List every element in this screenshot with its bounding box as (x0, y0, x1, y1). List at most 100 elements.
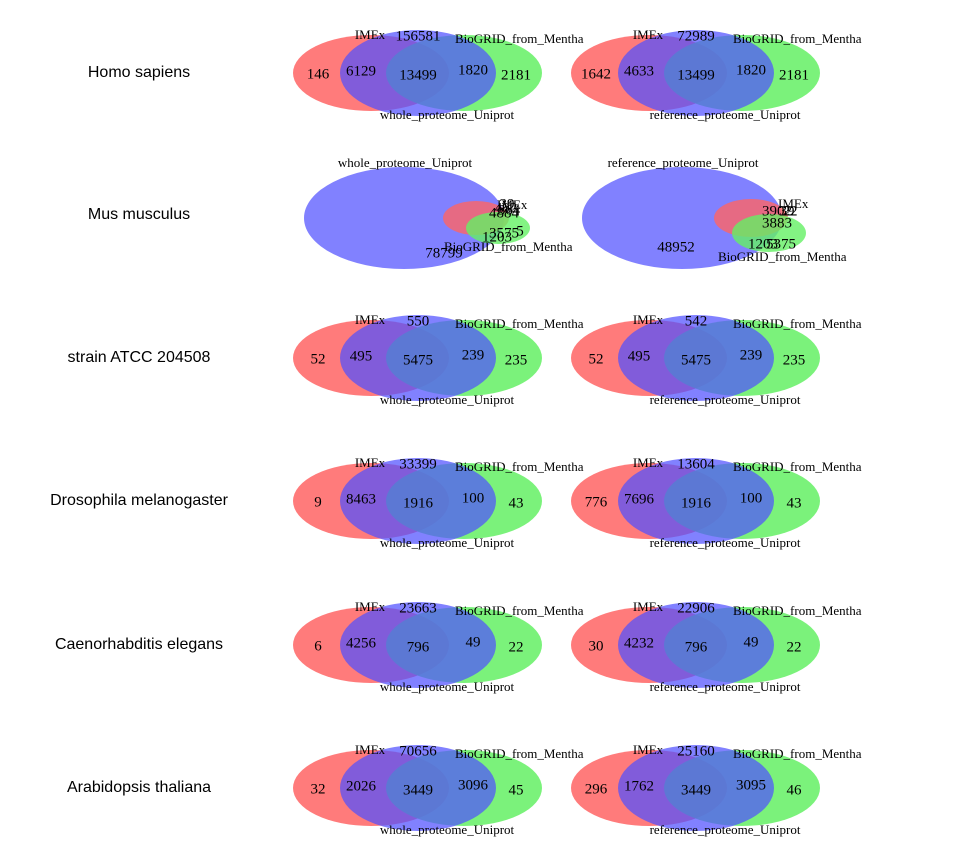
row-1: Mus musculus whole_proteome_Uniprot IMEx Bi… (88, 155, 847, 269)
species-label: Caenorhabditis elegans (55, 636, 223, 653)
proteome-set (582, 167, 782, 269)
imex-label: IMEx (778, 196, 809, 211)
biogrid-label: BioGRID_from_Mentha (444, 239, 573, 254)
species-label: Arabidopsis thaliana (67, 779, 211, 796)
proteome-label: whole_proteome_Uniprot (380, 535, 515, 550)
imex-proteome-count: 2026 (346, 778, 377, 794)
region-count: 4884 (489, 205, 520, 221)
all-three-count: 796 (685, 639, 708, 655)
proteome-only-count: 48952 (657, 239, 695, 255)
biogrid-only-count: 45 (509, 782, 524, 798)
biogrid-proteome-count: 239 (462, 347, 485, 363)
venn-diagram: whole_proteome_Uniprot IMEx BioGRID_from_M… (304, 155, 573, 269)
proteome-set (618, 315, 774, 401)
biogrid-proteome-count: 49 (744, 634, 759, 650)
proteome-set (618, 30, 774, 116)
imex-proteome-count: 4256 (346, 635, 377, 651)
venn-diagram: IMEx BioGRID_from_Mentha reference_proteom… (571, 455, 862, 550)
proteome-set (340, 745, 496, 831)
imex-label: IMEx (633, 27, 664, 42)
region-count: 3575 (489, 225, 519, 241)
imex-proteome-count: 8463 (346, 491, 376, 507)
imex-label: IMEx (355, 742, 386, 757)
proteome-label: reference_proteome_Uniprot (650, 822, 801, 837)
row-4: Caenorhabditis elegans IMEx BioGRID_from_M… (55, 599, 862, 694)
imex-only-count: 9 (314, 494, 322, 510)
imex-label: IMEx (633, 599, 664, 614)
proteome-only-count: 25160 (677, 743, 715, 759)
proteome-set (340, 458, 496, 544)
all-three-count: 1916 (403, 495, 434, 511)
biogrid-set (732, 214, 806, 252)
biogrid-label: BioGRID_from_Mentha (733, 603, 862, 618)
species-label: strain ATCC 204508 (68, 349, 211, 366)
biogrid-label: BioGRID_from_Mentha (718, 249, 847, 264)
proteome-only-count: 13604 (677, 456, 715, 472)
proteome-only-count: 550 (407, 313, 430, 329)
imex-proteome-count: 6129 (346, 63, 376, 79)
proteome-only-count: 22906 (677, 600, 715, 616)
region-count: 39 (500, 196, 515, 212)
all-three-count: 3449 (403, 782, 433, 798)
biogrid-only-count: 46 (787, 782, 803, 798)
imex-proteome-count: 4232 (624, 635, 654, 651)
biogrid-only-count: 2181 (779, 67, 809, 83)
all-three-count: 13499 (399, 67, 437, 83)
all-three-count: 3449 (681, 782, 711, 798)
proteome-label: whole_proteome_Uniprot (380, 822, 515, 837)
imex-only-count: 776 (585, 494, 608, 510)
proteome-label: whole_proteome_Uniprot (380, 392, 515, 407)
proteome-only-count: 156581 (396, 28, 441, 44)
imex-only-count: 296 (585, 781, 608, 797)
venn-diagram: IMEx BioGRID_from_Mentha whole_proteome_Un… (293, 455, 584, 550)
proteome-set (340, 30, 496, 116)
biogrid-label: BioGRID_from_Mentha (733, 459, 862, 474)
region-count: 1203 (482, 229, 512, 245)
imex-label: IMEx (355, 455, 386, 470)
proteome-label: whole_proteome_Uniprot (380, 679, 515, 694)
region-count: 3902 (762, 203, 792, 219)
venn-diagram: IMEx BioGRID_from_Mentha whole_proteome_Un… (293, 27, 584, 122)
imex-label: IMEx (633, 312, 664, 327)
proteome-label: reference_proteome_Uniprot (608, 155, 759, 170)
venn-diagram: IMEx BioGRID_from_Mentha whole_proteome_Un… (293, 312, 584, 407)
imex-proteome-count: 1762 (624, 778, 654, 794)
proteome-set (618, 745, 774, 831)
imex-label: IMEx (633, 742, 664, 757)
row-2: strain ATCC 204508 IMEx BioGRID_from_Menth… (68, 312, 862, 407)
biogrid-only-count: 235 (505, 352, 528, 368)
proteome-only-count: 72989 (677, 28, 715, 44)
region-count: 364 (498, 202, 521, 218)
biogrid-proteome-count: 1820 (458, 62, 488, 78)
all-three-count: 13499 (677, 67, 715, 83)
biogrid-set (466, 212, 530, 244)
proteome-only-count: 23663 (399, 600, 437, 616)
row-0: Homo sapiens IMEx BioGRID_from_Menthawhole… (88, 27, 862, 122)
proteome-label: whole_proteome_Uniprot (338, 155, 473, 170)
proteome-only-count: 542 (685, 313, 708, 329)
all-three-count: 1916 (681, 495, 712, 511)
biogrid-label: BioGRID_from_Mentha (455, 746, 584, 761)
region-count: 1203 (748, 236, 778, 252)
proteome-only-count: 78799 (425, 245, 463, 261)
all-three-count: 5475 (681, 352, 711, 368)
all-three-count: 796 (407, 639, 430, 655)
region-count: 3883 (762, 215, 792, 231)
proteome-set (304, 167, 504, 269)
region-count: 39 (780, 203, 795, 219)
proteome-set (618, 458, 774, 544)
biogrid-label: BioGRID_from_Mentha (455, 316, 584, 331)
imex-proteome-count: 495 (628, 348, 651, 364)
imex-label: IMEx (355, 27, 386, 42)
row-5: Arabidopsis thaliana IMEx BioGRID_from_Men… (67, 742, 862, 837)
venn-diagram: IMEx BioGRID_from_Mentha whole_proteome_Un… (293, 599, 584, 694)
proteome-label: reference_proteome_Uniprot (650, 107, 801, 122)
biogrid-label: BioGRID_from_Mentha (733, 31, 862, 46)
venn-diagram: reference_proteome_Uniprot IMEx BioGRID_fr… (582, 155, 847, 269)
biogrid-proteome-count: 3095 (736, 777, 766, 793)
venn-diagram: IMEx BioGRID_from_Mentha whole_proteome_Un… (293, 742, 584, 837)
venn-diagram: IMEx BioGRID_from_Mentha reference_proteom… (571, 27, 862, 122)
imex-only-count: 1642 (581, 66, 611, 82)
all-three-count: 5475 (403, 352, 433, 368)
